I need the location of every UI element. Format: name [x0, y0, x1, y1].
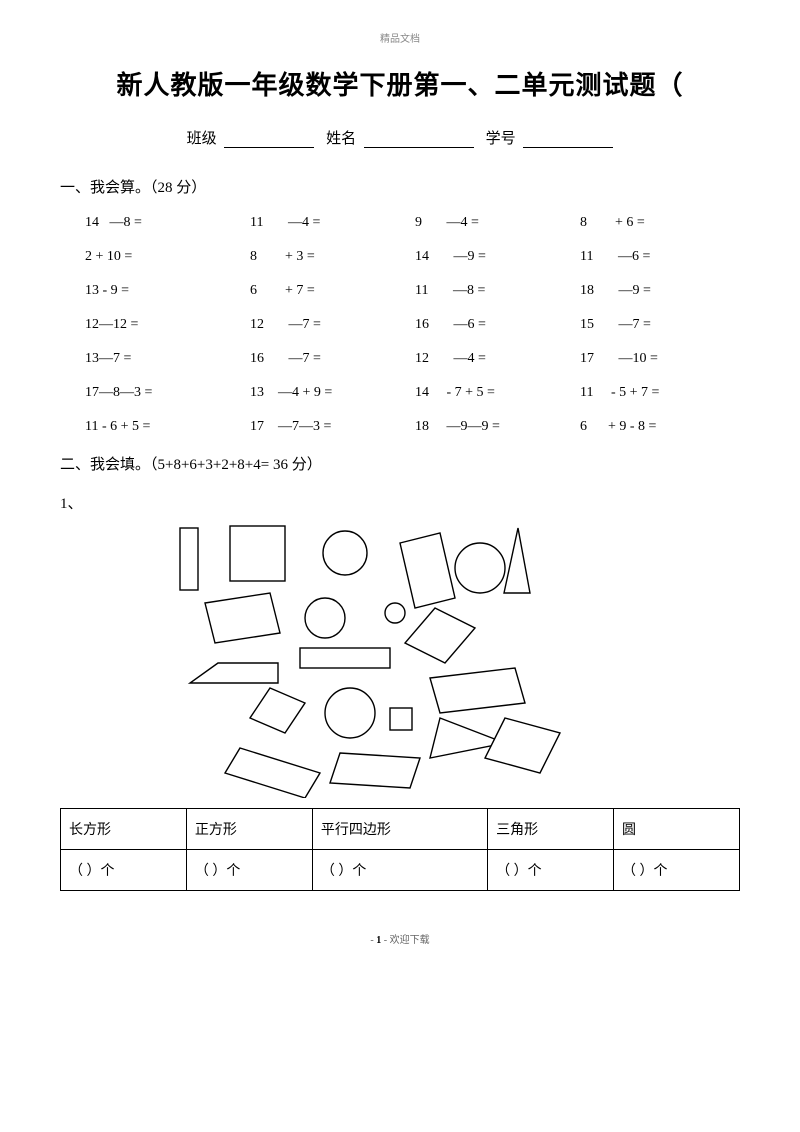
problem-cell: 18 —9—9 = [415, 419, 580, 435]
problem-row: 2 + 10 =8 + 3 =14 —9 =11 —6 = [85, 249, 740, 265]
problem-cell: 11 —6 = [580, 249, 745, 265]
page-footer: - 1 - 欢迎下载 [60, 931, 740, 946]
student-info-line: 班级 姓名 学号 [60, 127, 740, 148]
problem-cell: 17—8—3 = [85, 385, 250, 401]
q1-label: 1、 [60, 492, 740, 513]
shape [400, 533, 455, 608]
table-count-cell[interactable]: （ ）个 [61, 850, 187, 891]
shape [385, 603, 405, 623]
shape [325, 688, 375, 738]
section2-heading: 二、我会填。（5+8+6+3+2+8+4= 36 分） [60, 453, 740, 474]
problem-cell: 6 + 7 = [250, 283, 415, 299]
shape [230, 526, 285, 581]
problem-cell: 14 —8 = [85, 215, 250, 231]
problem-cell: 11 —8 = [415, 283, 580, 299]
shape [305, 598, 345, 638]
footer-suffix: - 欢迎下载 [381, 935, 429, 946]
shape-count-table: 长方形正方形平行四边形三角形圆 （ ）个（ ）个（ ）个（ ）个（ ）个 [60, 808, 740, 891]
problem-cell: 12—12 = [85, 317, 250, 333]
table-count-cell[interactable]: （ ）个 [614, 850, 740, 891]
shapes-svg [110, 518, 590, 798]
class-blank[interactable] [224, 132, 314, 148]
problem-cell: 18 —9 = [580, 283, 745, 299]
problem-cell: 13 - 9 = [85, 283, 250, 299]
problem-row: 13 - 9 =6 + 7 =11 —8 =18 —9 = [85, 283, 740, 299]
problem-cell: 16 —7 = [250, 351, 415, 367]
problem-cell: 13—7 = [85, 351, 250, 367]
problem-cell: 11 - 5 + 7 = [580, 385, 745, 401]
problem-cell: 15 —7 = [580, 317, 745, 333]
page-title: 新人教版一年级数学下册第一、二单元测试题（ [60, 65, 740, 102]
shape [485, 718, 560, 773]
problem-cell: 12 —7 = [250, 317, 415, 333]
table-count-cell[interactable]: （ ）个 [312, 850, 487, 891]
name-label: 姓名 [326, 131, 356, 147]
shape [323, 531, 367, 575]
problem-cell: 16 —6 = [415, 317, 580, 333]
problem-cell: 17 —7—3 = [250, 419, 415, 435]
problem-row: 12—12 =12 —7 =16 —6 =15 —7 = [85, 317, 740, 333]
table-count-cell[interactable]: （ ）个 [186, 850, 312, 891]
problem-cell: 17 —10 = [580, 351, 745, 367]
table-count-cell[interactable]: （ ）个 [488, 850, 614, 891]
problem-row: 13—7 =16 —7 =12 —4 =17 —10 = [85, 351, 740, 367]
section1-heading: 一、我会算。（28 分） [60, 176, 740, 197]
shape [330, 753, 420, 788]
problem-cell: 14 —9 = [415, 249, 580, 265]
id-blank[interactable] [523, 132, 613, 148]
problem-cell: 13 —4 + 9 = [250, 385, 415, 401]
id-label: 学号 [486, 131, 516, 147]
shape [180, 528, 198, 590]
top-header: 精品文档 [60, 30, 740, 45]
problem-cell: 8 + 6 = [580, 215, 745, 231]
shape [250, 688, 305, 733]
problem-cell: 8 + 3 = [250, 249, 415, 265]
table-row: 长方形正方形平行四边形三角形圆 [61, 809, 740, 850]
table-row: （ ）个（ ）个（ ）个（ ）个（ ）个 [61, 850, 740, 891]
problem-cell: 11 - 6 + 5 = [85, 419, 250, 435]
table-header-cell: 长方形 [61, 809, 187, 850]
problem-cell: 12 —4 = [415, 351, 580, 367]
problem-row: 17—8—3 =13 —4 + 9 =14 - 7 + 5 =11 - 5 + … [85, 385, 740, 401]
shape [504, 528, 530, 593]
table-header-cell: 平行四边形 [312, 809, 487, 850]
class-label: 班级 [187, 131, 217, 147]
table-header-cell: 正方形 [186, 809, 312, 850]
shape [390, 708, 412, 730]
problems-grid: 14 —8 =11 —4 =9 —4 =8 + 6 = 2 + 10 =8 + 3… [60, 215, 740, 435]
problem-cell: 9 —4 = [415, 215, 580, 231]
problem-cell: 2 + 10 = [85, 249, 250, 265]
shape [455, 543, 505, 593]
shape [190, 663, 278, 683]
shape [430, 668, 525, 713]
problem-cell: 14 - 7 + 5 = [415, 385, 580, 401]
table-header-cell: 圆 [614, 809, 740, 850]
table-header-cell: 三角形 [488, 809, 614, 850]
shape [205, 593, 280, 643]
problem-cell: 6 + 9 - 8 = [580, 419, 745, 435]
name-blank[interactable] [364, 132, 474, 148]
shape [225, 748, 320, 798]
problem-cell: 11 —4 = [250, 215, 415, 231]
problem-row: 11 - 6 + 5 =17 —7—3 =18 —9—9 =6 + 9 - 8 … [85, 419, 740, 435]
page-container: 精品文档 新人教版一年级数学下册第一、二单元测试题（ 班级 姓名 学号 一、我会… [0, 0, 800, 966]
problem-row: 14 —8 =11 —4 =9 —4 =8 + 6 = [85, 215, 740, 231]
shape [405, 608, 475, 663]
shape [300, 648, 390, 668]
shapes-diagram [110, 518, 740, 798]
